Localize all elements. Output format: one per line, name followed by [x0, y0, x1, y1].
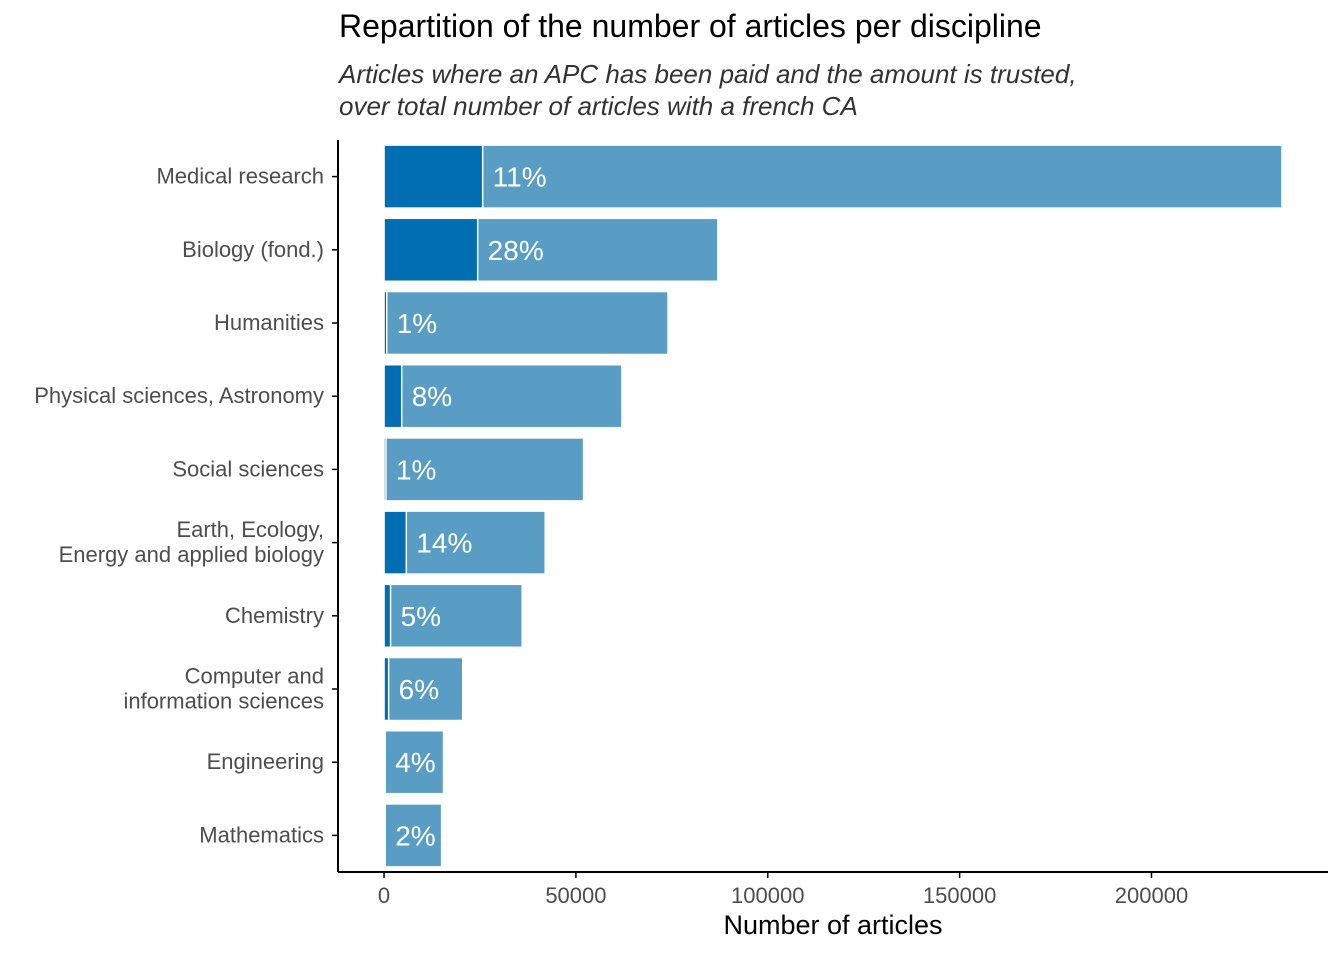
chart-title: Repartition of the number of articles pe… [339, 8, 1042, 44]
data-label-2: 1% [397, 308, 437, 339]
apc-bar-7 [383, 656, 390, 722]
y-tick-label-line: Humanities [214, 310, 324, 335]
y-tick-label-7: Computer and information sciences [123, 664, 324, 714]
apc-bar-4 [383, 437, 387, 502]
y-tick-label-2: Humanities [214, 310, 324, 335]
total-bar-5 [383, 510, 546, 575]
y-tick-label-line: information sciences [123, 689, 324, 714]
y-tick-label-line: Social sciences [172, 456, 324, 481]
data-label-0: 11% [493, 162, 547, 193]
y-tick-label-0: Medical research [156, 164, 324, 189]
y-tick-label-3: Physical sciences, Astronomy [34, 383, 324, 408]
apc-bar-6 [383, 583, 392, 649]
apc-bar-8 [383, 729, 386, 795]
subtitle-line-2: over total number of articles with a fre… [339, 91, 858, 121]
data-label-3: 8% [412, 381, 452, 412]
y-tick-label-line: Mathematics [199, 822, 324, 847]
total-bar-9 [383, 803, 443, 868]
y-tick-label-6: Chemistry [225, 603, 324, 628]
x-axis-title: Number of articles [723, 910, 943, 940]
chart-subtitle: Articles where an APC has been paid and … [339, 58, 1077, 122]
apc-bar-5 [383, 510, 408, 575]
y-tick-label-line: Computer and [185, 664, 324, 689]
y-tick-label-line: Engineering [207, 749, 324, 774]
data-labels-layer: 11% 28% 1% 8% 1% 14% 5% 6% 4% 2% [395, 162, 546, 852]
apc-bar-3 [383, 363, 403, 429]
y-tick-label-8: Engineering [207, 749, 324, 774]
data-label-5: 14% [416, 528, 472, 559]
y-tick-label-line: Medical research [156, 164, 324, 189]
total-bar-7 [383, 656, 464, 722]
y-tick-label-4: Social sciences [172, 456, 324, 481]
y-tick-label-line: Energy and applied biology [59, 542, 324, 567]
y-tick-label-line: Chemistry [225, 603, 324, 628]
y-tick-label-line: Earth, Ecology, [176, 517, 324, 542]
total-bar-0 [383, 144, 1283, 209]
apc-bar-9 [383, 803, 386, 868]
y-tick-label-line: Physical sciences, Astronomy [34, 383, 324, 408]
axes-layer: Medical research Biology (fond.) Humanitie… [34, 140, 1328, 908]
x-tick-label-3: 150000 [923, 883, 996, 908]
x-tick-label-0: 0 [378, 883, 390, 908]
data-label-6: 5% [401, 601, 441, 632]
x-tick-label-2: 100000 [731, 883, 804, 908]
apc-bar-1 [383, 217, 479, 283]
data-label-1: 28% [488, 235, 544, 266]
y-tick-label-line: Biology (fond.) [182, 237, 324, 262]
x-tick-label-4: 200000 [1115, 883, 1188, 908]
apc-bar-0 [383, 144, 484, 209]
bars-layer [383, 144, 1283, 868]
y-tick-label-1: Biology (fond.) [182, 237, 324, 262]
apc-bar-2 [383, 290, 388, 356]
data-label-7: 6% [399, 674, 439, 705]
data-label-4: 1% [396, 454, 436, 485]
y-tick-label-5: Earth, Ecology, Energy and applied biolog… [59, 517, 324, 567]
subtitle-line-1: Articles where an APC has been paid and … [339, 59, 1077, 89]
data-label-8: 4% [395, 747, 435, 778]
x-tick-label-1: 50000 [545, 883, 606, 908]
data-label-9: 2% [395, 820, 435, 851]
total-bar-3 [383, 363, 623, 429]
total-bar-2 [383, 290, 669, 356]
total-bar-4 [383, 437, 585, 502]
y-tick-label-9: Mathematics [199, 822, 324, 847]
